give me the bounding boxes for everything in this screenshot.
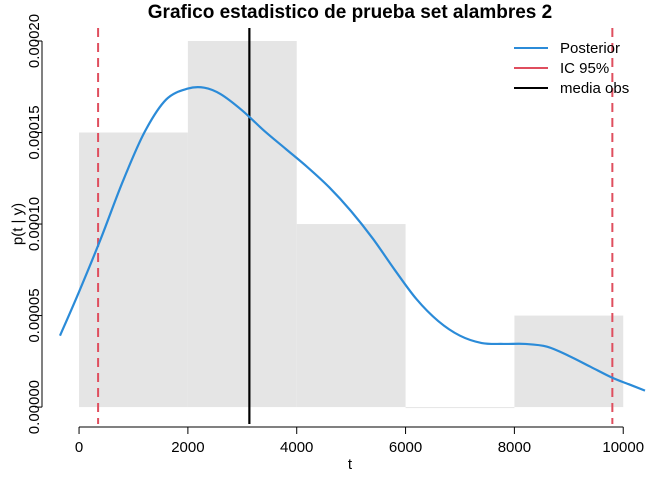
posterior-curve-layer [58, 85, 646, 392]
x-tick-label: 0 [75, 439, 83, 456]
y-tick-label: 0.00010 [26, 197, 43, 251]
x-tick-label: 8000 [498, 439, 531, 456]
histogram-bar [296, 224, 406, 408]
legend-swatch-posterior [514, 47, 548, 49]
x-tick-label: 10000 [602, 439, 644, 456]
legend-swatch-media-obs [514, 87, 548, 89]
legend-label-media-obs: media obs [560, 79, 630, 97]
legend-item-ic95: IC 95% [514, 58, 629, 78]
legend-label-posterior: Posterior [560, 39, 621, 57]
legend-item-posterior: Posterior [514, 38, 629, 58]
y-tick-label: 0.00020 [26, 14, 43, 68]
histogram-bar [79, 132, 188, 408]
y-axis-label: p(t | y) [9, 202, 27, 246]
x-tick-label: 4000 [280, 439, 313, 456]
histogram-bars [79, 41, 624, 409]
x-tick-label: 6000 [389, 439, 422, 456]
vertical-lines [97, 28, 614, 424]
axes: 0 2000 4000 6000 8000 10000 0.00000 0.00005 0.00… [26, 14, 644, 456]
legend-item-media-obs: media obs [514, 78, 629, 98]
histogram-bar [187, 41, 297, 408]
histogram-bar [514, 315, 624, 408]
y-tick-label: 0.00005 [26, 288, 43, 342]
legend-label-ic95: IC 95% [560, 59, 610, 77]
legend-swatch-ic95 [514, 67, 548, 69]
y-tick-label: 0.00015 [26, 105, 43, 159]
posterior-curve [58, 85, 646, 392]
chart-title: Grafico estadistico de prueba set alambr… [147, 2, 553, 23]
x-tick-label: 2000 [171, 439, 204, 456]
histogram-bar [405, 407, 515, 409]
legend: Posterior IC 95% media obs [514, 38, 629, 98]
y-tick-label: 0.00000 [26, 380, 43, 434]
x-axis-label: t [347, 456, 353, 473]
